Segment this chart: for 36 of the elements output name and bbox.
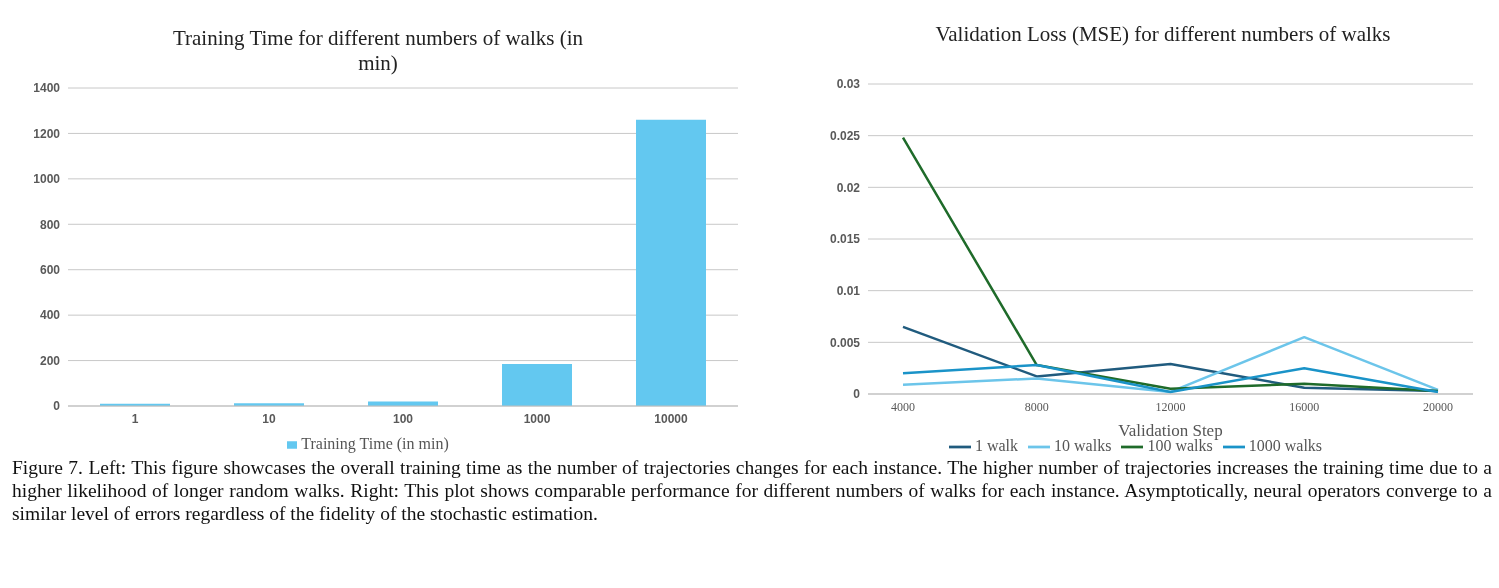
caption: Figure 7. Left: This figure showcases the overall training time as the number of trajectories changes for each instance. The higher number of trajectories increases the training time due to a higher likelihood of longer random walks. Right: This plot shows comparable performance for different numbers of walks for each instance. Asymptotically, neural operators converge to a similar level of errors regardless of the fidelity of the stochastic estimation. xyxy=(12,456,1492,525)
line-series xyxy=(901,363,1440,394)
y-tick-label: 1200 xyxy=(33,126,61,141)
y-tick-label: 0.005 xyxy=(829,335,861,350)
line-series xyxy=(901,335,1440,394)
y-tick-label: 0.03 xyxy=(836,77,861,92)
x-tick-label: 1 xyxy=(131,411,139,426)
x-tick-label: 4000 xyxy=(891,399,915,414)
y-tick-label: 400 xyxy=(39,308,61,323)
y-tick-label: 800 xyxy=(39,217,61,232)
x-tick-label: 16000 xyxy=(1289,399,1320,414)
bar xyxy=(636,119,706,406)
y-tick-label: 0 xyxy=(853,387,861,402)
x-tick-label: 1000 xyxy=(523,411,551,426)
y-tick-label: 0.025 xyxy=(829,128,861,143)
x-tick-label: 20000 xyxy=(1423,399,1453,414)
x-tick-label: 10 xyxy=(262,411,276,426)
x-tick-label: 100 xyxy=(392,411,414,426)
y-tick-label: 200 xyxy=(39,353,61,368)
legend-label: 1 walk xyxy=(974,436,1019,454)
bar xyxy=(502,363,572,406)
chart-title: Validation Loss (MSE) for different numbers of walks xyxy=(934,22,1392,48)
legend-label: 10 walks xyxy=(1054,436,1112,454)
y-tick-label: 1000 xyxy=(33,172,61,187)
x-tick-label: 12000 xyxy=(1155,399,1186,414)
chart-title: Training Time for different numbers of walks (in min) xyxy=(171,26,585,77)
x-tick-label: 10000 xyxy=(654,411,689,426)
y-tick-label: 0.01 xyxy=(836,283,861,298)
y-tick-label: 0.015 xyxy=(829,232,861,247)
x-tick-label: 8000 xyxy=(1024,399,1049,414)
y-tick-label: 1400 xyxy=(33,81,61,96)
legend-label: 1000 walks xyxy=(1248,436,1323,454)
legend-label: Training Time (in min) xyxy=(301,435,449,452)
y-tick-label: 0 xyxy=(53,399,61,414)
y-tick-label: 0.02 xyxy=(836,180,861,195)
y-tick-label: 600 xyxy=(39,262,61,277)
